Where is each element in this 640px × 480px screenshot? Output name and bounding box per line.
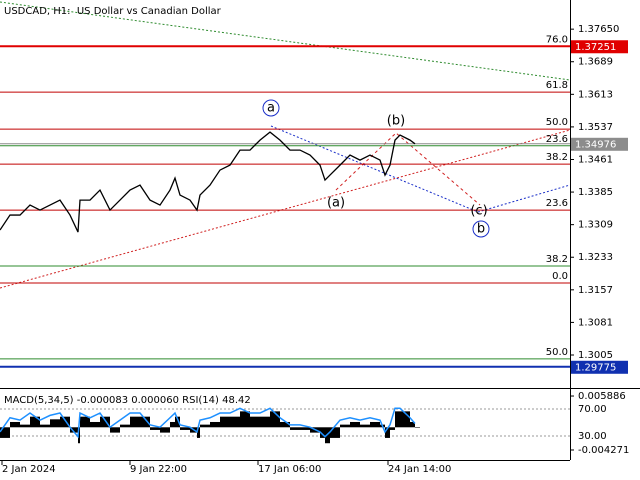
macd-bar: [30, 416, 40, 428]
macd-bar: [415, 427, 420, 428]
price-label-box: [571, 360, 628, 374]
macd-bar: [60, 416, 70, 428]
wave-label: b: [477, 222, 485, 237]
trend-line: [0, 129, 571, 289]
macd-bar: [130, 416, 140, 428]
macd-bar: [10, 421, 20, 428]
wave-label: (b): [387, 114, 405, 129]
macd-bar: [210, 421, 220, 428]
x-tick-label: 9 Jan 22:00: [130, 464, 187, 475]
macd-bar: [290, 427, 300, 430]
macd-bar: [40, 424, 50, 428]
price-label: 1.37251: [575, 42, 616, 53]
price-label-box: [571, 40, 628, 54]
y-tick-label: 1.3081: [578, 317, 613, 328]
macd-bar: [150, 427, 160, 430]
fib-label: 23.6: [546, 134, 568, 145]
y-tick-label: 1.3005: [578, 350, 613, 361]
y-tick-label: 1.3537: [578, 122, 613, 133]
fib-label: 38.2: [546, 152, 568, 163]
chart-title: USDCAD, H1: US Dollar vs Canadian Dollar: [4, 6, 222, 17]
x-tick-label: 24 Jan 14:00: [388, 464, 451, 475]
rsi-tick-label: 70.00: [578, 404, 607, 415]
macd-bar: [20, 424, 30, 428]
macd-bar: [180, 427, 190, 430]
wave-circle: [262, 99, 280, 117]
x-tick-label: 17 Jan 06:00: [258, 464, 321, 475]
y-tick-label: 1.3385: [578, 187, 613, 198]
macd-bar: [400, 411, 410, 428]
macd-bar: [120, 424, 130, 428]
rsi-tick-label: 30.00: [578, 431, 607, 442]
macd-bar: [270, 411, 280, 428]
macd-bar: [385, 427, 390, 438]
macd-bar: [280, 421, 290, 428]
macd-bar: [197, 427, 200, 438]
macd-bar: [370, 421, 380, 428]
macd-tick-label: 0.005886: [578, 391, 626, 402]
y-tick-label: 1.3309: [578, 220, 613, 231]
macd-bar: [90, 421, 100, 428]
macd-bar: [220, 416, 230, 428]
fib-label: 76.0: [546, 34, 568, 45]
macd-tick-label: -0.004271: [578, 445, 629, 456]
macd-bar: [250, 416, 260, 428]
price-label-box: [571, 137, 628, 151]
y-tick-label: 1.37650: [578, 24, 619, 35]
macd-bar: [410, 421, 415, 428]
x-tick-label: 2 Jan 2024: [2, 464, 56, 475]
macd-bar: [240, 411, 250, 428]
macd-bar: [160, 427, 170, 433]
y-tick-label: 1.3157: [578, 285, 613, 296]
y-tick-label: 1.3689: [578, 57, 613, 68]
y-tick-label: 1.3613: [578, 89, 613, 100]
macd-bar: [200, 424, 210, 428]
macd-bar: [330, 427, 340, 438]
rsi-line: [0, 407, 416, 439]
wave-label: a: [267, 101, 275, 116]
wave-circle: [472, 220, 490, 238]
macd-bar: [170, 421, 175, 428]
fib-label: 0.0: [552, 271, 568, 282]
fib-label: 23.6: [546, 198, 568, 209]
price-line: [0, 131, 416, 233]
indicator-label: MACD(5,34,5) -0.000083 0.000060 RSI(14) …: [4, 395, 251, 406]
wave-line: [270, 125, 571, 213]
macd-bar: [175, 416, 180, 428]
macd-bar: [260, 416, 270, 428]
macd-bar: [395, 411, 400, 428]
macd-bar: [340, 424, 350, 428]
wave-label: (a): [327, 196, 345, 211]
y-tick-label: 1.3233: [578, 252, 613, 263]
macd-bar: [50, 419, 60, 428]
fib-label: 38.2: [546, 254, 568, 265]
macd-bar: [100, 416, 110, 428]
fib-label: 61.8: [546, 80, 568, 91]
macd-bar: [0, 427, 10, 438]
wave-line: [335, 132, 481, 206]
price-label: 1.29775: [575, 362, 616, 373]
macd-bar: [230, 416, 240, 428]
macd-bar: [110, 427, 120, 433]
macd-bar: [78, 427, 80, 444]
macd-bar: [140, 416, 150, 428]
y-tick-label: 1.3461: [578, 154, 613, 165]
wave-label: (c): [470, 204, 487, 219]
macd-bar: [80, 416, 90, 428]
macd-bar: [70, 427, 78, 433]
price-label: 1.34976: [575, 139, 616, 150]
macd-bar: [350, 421, 360, 428]
fib-label: 50.0: [546, 117, 568, 128]
macd-bar: [360, 424, 370, 428]
macd-bar: [320, 427, 325, 438]
macd-bar: [390, 427, 395, 430]
macd-bar: [300, 427, 310, 430]
fib-label: 50.0: [546, 347, 568, 358]
